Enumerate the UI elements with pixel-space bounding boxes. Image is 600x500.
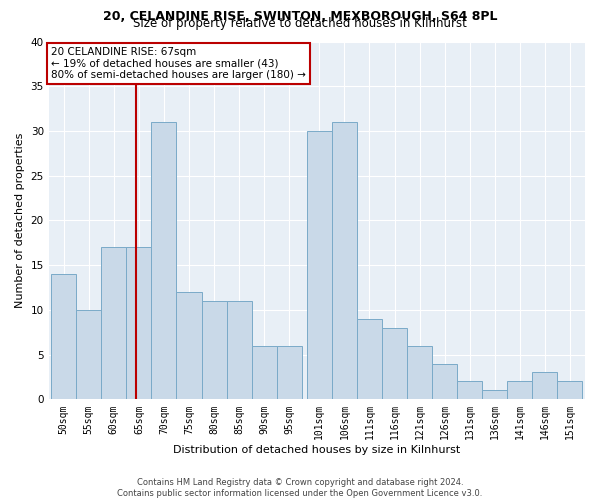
Bar	[557, 382, 583, 400]
Bar	[202, 301, 227, 400]
Bar	[382, 328, 407, 400]
Bar	[532, 372, 557, 400]
Bar	[357, 319, 382, 400]
Text: 20 CELANDINE RISE: 67sqm
← 19% of detached houses are smaller (43)
80% of semi-d: 20 CELANDINE RISE: 67sqm ← 19% of detach…	[52, 47, 306, 80]
Bar	[76, 310, 101, 400]
Bar	[508, 382, 532, 400]
Text: 20, CELANDINE RISE, SWINTON, MEXBOROUGH, S64 8PL: 20, CELANDINE RISE, SWINTON, MEXBOROUGH,…	[103, 10, 497, 23]
Bar	[51, 274, 76, 400]
Bar	[251, 346, 277, 400]
Bar	[457, 382, 482, 400]
Bar	[151, 122, 176, 400]
Bar	[101, 248, 127, 400]
Bar	[482, 390, 508, 400]
Text: Size of property relative to detached houses in Kilnhurst: Size of property relative to detached ho…	[133, 18, 467, 30]
Bar	[407, 346, 432, 400]
Y-axis label: Number of detached properties: Number of detached properties	[15, 132, 25, 308]
X-axis label: Distribution of detached houses by size in Kilnhurst: Distribution of detached houses by size …	[173, 445, 460, 455]
Bar	[332, 122, 357, 400]
Text: Contains HM Land Registry data © Crown copyright and database right 2024.
Contai: Contains HM Land Registry data © Crown c…	[118, 478, 482, 498]
Bar	[277, 346, 302, 400]
Bar	[227, 301, 251, 400]
Bar	[127, 248, 151, 400]
Bar	[176, 292, 202, 400]
Bar	[432, 364, 457, 400]
Bar	[307, 131, 332, 400]
